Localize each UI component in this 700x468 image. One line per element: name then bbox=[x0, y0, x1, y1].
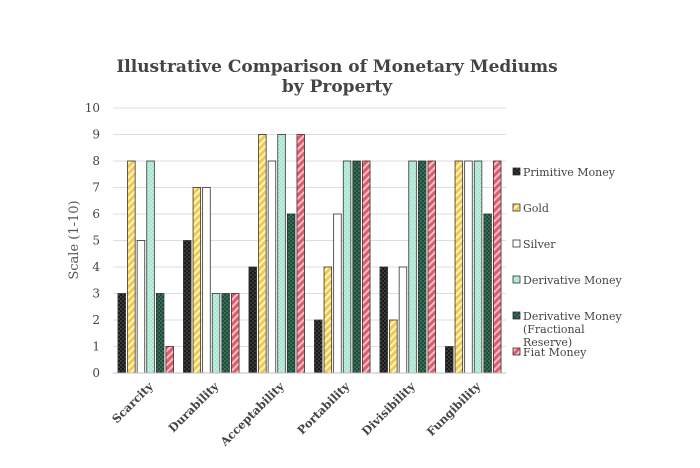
bar-acceptability-series-6 bbox=[296, 134, 305, 374]
bar-fungibility-series-2 bbox=[454, 160, 464, 374]
chart-title-line-2: by Property bbox=[282, 77, 393, 97]
legend-label: Fiat Money bbox=[523, 346, 587, 359]
y-tick-label: 8 bbox=[92, 154, 100, 168]
legend: Primitive Money Gold Silver Derivative Mone… bbox=[512, 166, 623, 359]
y-tick-label: 5 bbox=[92, 234, 100, 248]
category-label: Durability bbox=[166, 379, 222, 435]
bar-scarcity-series-3 bbox=[136, 240, 146, 374]
y-tick-label: 1 bbox=[92, 340, 100, 354]
bar-acceptability-series-2 bbox=[258, 134, 267, 374]
bar-portability-series-3 bbox=[333, 213, 342, 374]
legend-swatch bbox=[512, 347, 521, 356]
legend-label: Silver bbox=[523, 238, 556, 251]
bar-portability-series-4 bbox=[342, 160, 352, 374]
bar-fungibility-series-4 bbox=[473, 160, 483, 374]
bar-scarcity-series-4 bbox=[146, 160, 155, 374]
bar-portability-series-6 bbox=[362, 160, 371, 374]
bar-divisibility-series-5 bbox=[417, 160, 427, 374]
y-tick-label: 2 bbox=[92, 313, 100, 327]
legend-label: Gold bbox=[523, 202, 549, 215]
y-axis-ticks: 0 1 2 3 4 5 6 7 8 9 10 bbox=[85, 101, 101, 380]
bar-acceptability-series-3 bbox=[267, 160, 277, 374]
bar-durability-series-3 bbox=[202, 187, 211, 374]
legend-swatch bbox=[512, 239, 521, 248]
legend-label: Reserve) bbox=[523, 336, 572, 349]
category-label: Acceptability bbox=[217, 379, 287, 449]
legend-swatch bbox=[512, 203, 521, 212]
bar-acceptability-series-1 bbox=[248, 266, 257, 374]
bar-acceptability-series-4 bbox=[277, 134, 286, 374]
legend-swatch bbox=[512, 275, 521, 284]
y-tick-label: 7 bbox=[92, 181, 100, 195]
legend-swatch bbox=[512, 311, 521, 320]
legend-label: (Fractional bbox=[523, 323, 585, 336]
bars bbox=[117, 134, 502, 374]
legend-label: Derivative Money bbox=[523, 310, 623, 323]
y-tick-label: 3 bbox=[92, 287, 100, 301]
bar-divisibility-series-6 bbox=[427, 160, 436, 374]
gridlines bbox=[113, 107, 506, 347]
category-label: Divisibility bbox=[359, 379, 418, 438]
legend-label: Primitive Money bbox=[523, 166, 616, 179]
bar-divisibility-series-2 bbox=[389, 319, 398, 374]
bar-durability-series-5 bbox=[221, 293, 230, 374]
bar-portability-series-1 bbox=[314, 319, 323, 374]
bar-portability-series-2 bbox=[323, 266, 333, 374]
bar-divisibility-series-4 bbox=[408, 160, 417, 374]
y-axis-label: Scale (1-10) bbox=[67, 200, 82, 279]
bar-scarcity-series-5 bbox=[155, 293, 165, 374]
y-tick-label: 6 bbox=[92, 207, 100, 221]
bar-fungibility-series-1 bbox=[445, 346, 454, 374]
bar-portability-series-5 bbox=[352, 160, 361, 374]
bar-durability-series-1 bbox=[183, 240, 192, 374]
y-tick-label: 0 bbox=[92, 366, 100, 380]
y-tick-label: 4 bbox=[92, 260, 100, 274]
legend-label: Derivative Money bbox=[523, 274, 623, 287]
category-label: Fungibility bbox=[424, 379, 484, 439]
y-tick-label: 9 bbox=[92, 128, 100, 142]
bar-scarcity-series-2 bbox=[127, 160, 136, 374]
bar-scarcity-series-1 bbox=[117, 293, 126, 374]
chart-title-line-1: Illustrative Comparison of Monetary Medi… bbox=[116, 57, 557, 77]
bar-acceptability-series-5 bbox=[286, 213, 296, 374]
y-tick-label: 10 bbox=[85, 101, 100, 115]
bar-durability-series-4 bbox=[211, 293, 221, 374]
bar-durability-series-6 bbox=[231, 293, 240, 374]
bar-fungibility-series-6 bbox=[493, 160, 502, 374]
bar-fungibility-series-3 bbox=[464, 160, 473, 374]
category-label: Scarcity bbox=[109, 379, 156, 426]
category-label: Portability bbox=[294, 379, 352, 437]
bar-durability-series-2 bbox=[192, 187, 202, 374]
bar-divisibility-series-1 bbox=[379, 266, 388, 374]
bar-scarcity-series-6 bbox=[165, 346, 174, 374]
bar-fungibility-series-5 bbox=[483, 213, 492, 374]
bar-divisibility-series-3 bbox=[398, 266, 408, 374]
legend-swatch bbox=[512, 167, 521, 176]
